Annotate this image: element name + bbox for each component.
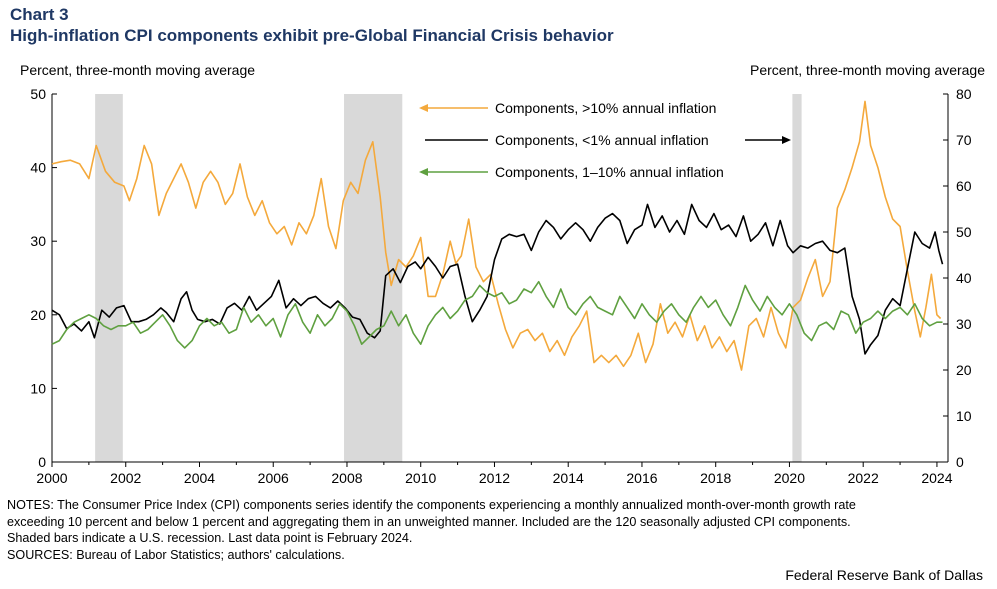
chart-number: Chart 3 — [10, 5, 69, 24]
right-tick-label: 70 — [956, 132, 972, 148]
notes-block: NOTES: The Consumer Price Index (CPI) co… — [7, 497, 992, 563]
chart-title: High-inflation CPI components exhibit pr… — [10, 26, 614, 45]
chart-svg: 0 10 20 30 40 50 0 10 20 30 40 50 60 70 80 2000 2002 2004… — [30, 86, 972, 486]
left-tick-label: 20 — [30, 307, 46, 323]
x-tick-label: 2006 — [258, 470, 289, 486]
x-tick-label: 2024 — [921, 470, 952, 486]
legend-arrow-left-2 — [419, 168, 428, 176]
x-tick-label: 2014 — [553, 470, 584, 486]
left-axis-unit-label: Percent, three-month moving average — [20, 62, 256, 78]
series-line-0 — [51, 100, 942, 371]
x-tick-label: 2012 — [479, 470, 510, 486]
legend-label-2: Components, 1–10% annual inflation — [495, 164, 724, 180]
x-tick-label: 2020 — [774, 470, 805, 486]
x-tick-label: 2022 — [848, 470, 879, 486]
x-tick-label: 2018 — [700, 470, 731, 486]
x-tick-label: 2000 — [36, 470, 67, 486]
legend-label-0: Components, >10% annual inflation — [495, 100, 716, 116]
right-tick-label: 0 — [956, 454, 964, 470]
series-line-2 — [51, 280, 943, 349]
notes-line-2: exceeding 10 percent and below 1 percent… — [7, 514, 851, 529]
left-tick-label: 30 — [30, 233, 46, 249]
left-tick-label: 40 — [30, 160, 46, 176]
right-tick-label: 50 — [956, 224, 972, 240]
x-tick-label: 2016 — [626, 470, 657, 486]
notes-line-1: NOTES: The Consumer Price Index (CPI) co… — [7, 498, 856, 512]
right-axis-unit-label: Percent, three-month moving average — [749, 62, 985, 78]
notes-line-3: Shaded bars indicate a U.S. recession. L… — [7, 531, 413, 545]
right-tick-label: 20 — [956, 362, 972, 378]
right-tick-label: 60 — [956, 178, 972, 194]
left-tick-label: 0 — [38, 454, 46, 470]
right-tick-label: 40 — [956, 270, 972, 286]
recession-band-0 — [95, 94, 123, 462]
legend-label-1: Components, <1% annual inflation — [495, 132, 709, 148]
series-line-1 — [51, 203, 944, 355]
left-tick-label: 10 — [30, 380, 46, 396]
legend-arrow-right-1 — [782, 136, 791, 144]
sources-line: SOURCES: Bureau of Labor Statistics; aut… — [7, 547, 345, 562]
x-tick-label: 2004 — [184, 470, 215, 486]
source-credit: Federal Reserve Bank of Dallas — [785, 567, 983, 583]
legend-arrow-left-0 — [419, 104, 428, 112]
recession-band-2 — [792, 94, 802, 462]
right-tick-label: 30 — [956, 316, 972, 332]
x-tick-label: 2010 — [405, 470, 436, 486]
title-block: Chart 3 High-inflation CPI components ex… — [10, 5, 614, 47]
x-tick-label: 2008 — [331, 470, 362, 486]
right-tick-label: 10 — [956, 408, 972, 424]
x-tick-label: 2002 — [110, 470, 141, 486]
left-tick-label: 50 — [30, 86, 46, 102]
right-tick-label: 80 — [956, 86, 972, 102]
